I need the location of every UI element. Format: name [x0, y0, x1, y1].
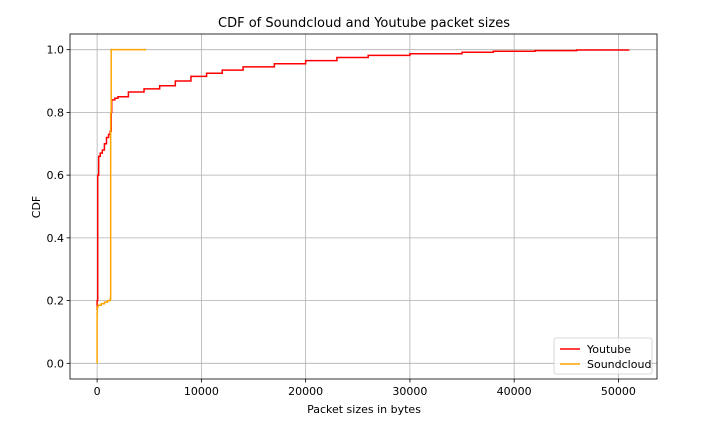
y-tick-label: 0.2 [47, 295, 65, 308]
series-line-youtube [96, 49, 630, 310]
legend-box [553, 337, 653, 375]
x-tick-label: 50000 [601, 385, 636, 398]
x-tick-label: 20000 [288, 385, 323, 398]
series-line-soundcloud [96, 48, 147, 364]
y-axis-label: CDF [30, 196, 43, 218]
x-axis-label: Packet sizes in bytes [307, 403, 421, 416]
x-tick-label: 30000 [392, 385, 427, 398]
chart-title: CDF of Soundcloud and Youtube packet siz… [218, 16, 510, 31]
y-tick-label: 0.8 [47, 106, 65, 119]
x-tick-label: 10000 [184, 385, 219, 398]
x-tick-label: 0 [94, 385, 101, 398]
legend: Youtube Soundcloud [553, 337, 653, 375]
series-layer [96, 48, 630, 364]
x-tick-label: 40000 [497, 385, 532, 398]
legend-label-youtube: Youtube [586, 343, 631, 356]
plot-frame [69, 33, 658, 380]
y-tick-label: 0.6 [47, 169, 65, 182]
legend-label-soundcloud: Soundcloud [587, 358, 651, 371]
y-tick-label: 1.0 [47, 44, 65, 57]
y-tick-label: 0.4 [47, 232, 65, 245]
ticks-layer: 0 10000 20000 30000 40000 50000 0.0 0.2 0.4 0.6 0.… [47, 44, 636, 398]
y-tick-label: 0.0 [47, 357, 65, 370]
